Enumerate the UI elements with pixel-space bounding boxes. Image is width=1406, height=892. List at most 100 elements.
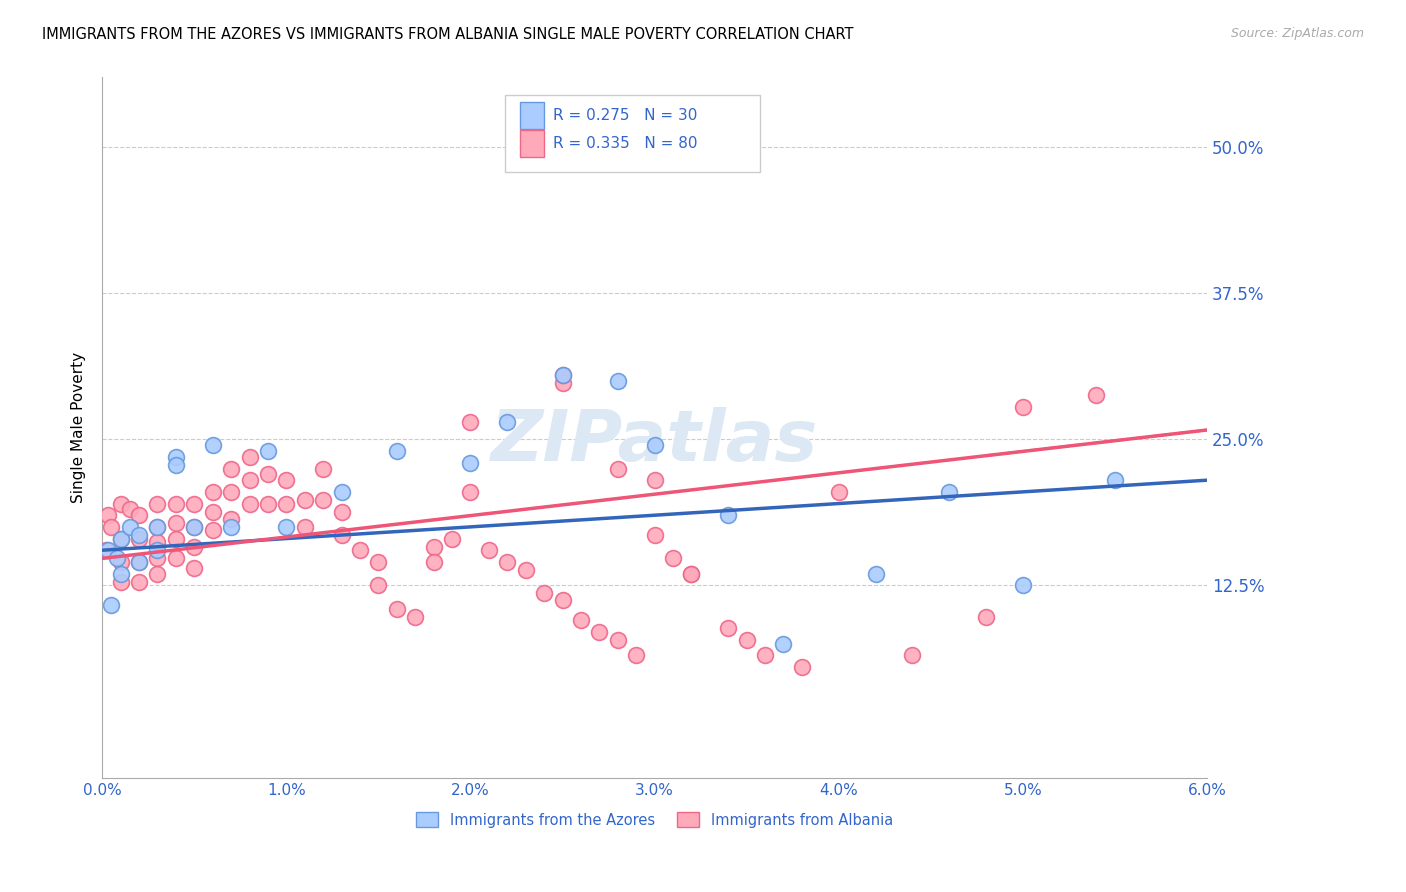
Point [128,508,150,523]
Point [183,560,205,574]
Point [97,508,120,523]
Point [588,624,610,639]
Point [105,551,128,566]
Point [606,461,628,475]
Point [97,543,120,558]
Point [294,493,316,508]
Point [1104,473,1126,487]
Point [100,598,122,612]
Point [219,512,242,526]
Point [201,505,224,519]
Point [146,535,169,549]
Point [754,648,776,663]
Point [238,473,260,487]
Point [165,458,187,472]
Point [717,622,740,636]
Point [183,520,205,534]
Point [183,520,205,534]
Point [201,438,224,452]
Point [146,543,169,558]
Point [100,520,122,534]
Point [312,461,335,475]
Point [165,497,187,511]
FancyBboxPatch shape [505,95,759,172]
Point [128,532,150,546]
Point [128,574,150,589]
Point [146,551,169,566]
Point [165,450,187,464]
Point [717,508,740,523]
Point [165,516,187,531]
Point [624,648,647,663]
Point [257,497,280,511]
Point [533,586,555,600]
Point [460,456,482,470]
FancyBboxPatch shape [520,102,544,128]
Point [183,540,205,554]
Point [974,609,997,624]
Point [865,566,887,581]
Point [515,563,537,577]
Point [644,528,666,542]
Point [606,633,628,648]
Point [128,555,150,569]
Legend: Immigrants from the Azores, Immigrants from Albania: Immigrants from the Azores, Immigrants f… [411,806,898,834]
Point [219,461,242,475]
Point [312,493,335,508]
Point [110,574,132,589]
Point [110,566,132,581]
Point [569,613,592,627]
Point [478,543,501,558]
Point [110,555,132,569]
Point [165,532,187,546]
Point [367,555,389,569]
Point [183,497,205,511]
Point [385,444,408,458]
Point [128,555,150,569]
Point [276,473,298,487]
Point [165,551,187,566]
Point [404,609,426,624]
Point [294,520,316,534]
Point [257,444,280,458]
Point [110,532,132,546]
Point [146,520,169,534]
Point [644,473,666,487]
Point [146,520,169,534]
Point [330,505,353,519]
Point [662,551,685,566]
Point [790,660,813,674]
Point [146,497,169,511]
Point [118,520,141,534]
Point [238,497,260,511]
Point [828,484,851,499]
Point [460,415,482,429]
Point [110,532,132,546]
Point [118,502,141,516]
Point [385,601,408,615]
Point [1085,388,1108,402]
Point [496,555,519,569]
Y-axis label: Single Male Poverty: Single Male Poverty [72,352,86,503]
Point [94,543,117,558]
Point [606,374,628,388]
Point [901,648,924,663]
Point [422,540,444,554]
Point [551,376,574,391]
Point [276,520,298,534]
Text: ZIPatlas: ZIPatlas [491,407,818,476]
Point [367,578,389,592]
Point [1011,578,1033,592]
Point [219,484,242,499]
Point [735,633,758,648]
Text: R = 0.275   N = 30: R = 0.275 N = 30 [553,108,697,123]
Point [551,593,574,607]
Text: Source: ZipAtlas.com: Source: ZipAtlas.com [1230,27,1364,40]
Point [644,438,666,452]
Point [330,484,353,499]
Point [460,484,482,499]
Point [422,555,444,569]
Point [681,566,703,581]
Point [219,520,242,534]
Point [1011,400,1033,414]
